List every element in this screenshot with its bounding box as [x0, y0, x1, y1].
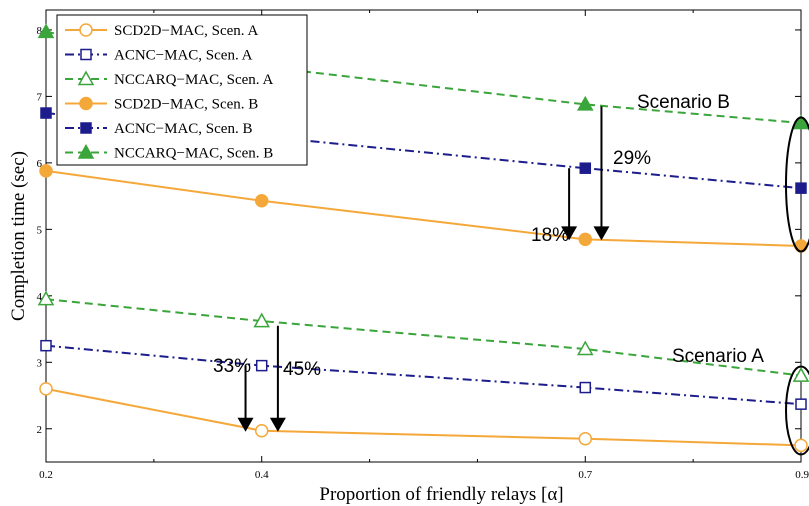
series-2	[37, 290, 809, 382]
y-axis-label: Completion time (sec)	[8, 151, 29, 321]
arrow-head	[237, 417, 254, 432]
x-tick-label: 0.9	[795, 469, 809, 481]
data-point	[39, 382, 53, 396]
legend-label: NCCARQ−MAC, Scen. A	[114, 72, 273, 88]
data-point	[795, 398, 807, 410]
data-point	[577, 95, 594, 111]
legend-marker	[77, 143, 95, 159]
legend-entry-2: NCCARQ−MAC, Scen. A	[65, 70, 273, 88]
data-point	[253, 312, 270, 328]
series-line	[45, 344, 802, 406]
data-point	[578, 232, 593, 247]
y-tick-label: 4	[37, 291, 43, 303]
y-tick-label: 5	[37, 224, 43, 236]
series-1	[40, 339, 807, 410]
legend-entry-3: SCD2D−MAC, Scen. B	[65, 97, 258, 113]
legend-box	[56, 14, 308, 166]
data-point	[255, 359, 268, 372]
legend-marker	[79, 23, 93, 37]
data-point	[795, 182, 807, 194]
legend-label: NCCARQ−MAC, Scen. B	[114, 146, 273, 162]
plot-frame	[45, 9, 802, 463]
y-tick-label: 8	[37, 25, 43, 37]
data-point	[40, 339, 52, 352]
legend-entry-1: ACNC−MAC, Scen. A	[65, 48, 253, 64]
data-point	[579, 162, 592, 174]
x-tick-label: 0.4	[255, 469, 269, 481]
legend-entry-0: SCD2D−MAC, Scen. A	[65, 23, 258, 39]
data-point	[37, 290, 55, 306]
arrow-45	[269, 325, 286, 432]
annotation-label: Scenario A	[672, 346, 764, 367]
series-line	[45, 387, 802, 447]
legend-entry-5: NCCARQ−MAC, Scen. B	[65, 143, 273, 162]
legend-label: ACNC−MAC, Scen. A	[114, 48, 253, 64]
annotation-label: 29%	[613, 148, 651, 169]
data-point	[40, 107, 52, 119]
legend-label: SCD2D−MAC, Scen. B	[114, 97, 258, 113]
arrow-head	[269, 417, 286, 432]
arrow-head	[593, 226, 610, 241]
annotation-label: 33%	[213, 356, 251, 377]
data-point	[794, 438, 808, 453]
arrow-18	[561, 168, 578, 241]
series-line	[45, 298, 802, 377]
scenario-b-ellipse	[785, 116, 809, 253]
data-point	[792, 114, 809, 130]
data-point	[254, 194, 269, 208]
data-point	[578, 431, 593, 446]
annotation-label: 18%	[531, 225, 569, 246]
scenario-a-ellipse	[785, 365, 809, 456]
series-line	[45, 169, 802, 247]
data-point	[577, 340, 594, 356]
data-point	[792, 367, 809, 382]
legend-entry-4: ACNC−MAC, Scen. B	[65, 121, 252, 137]
y-tick-label: 6	[37, 158, 43, 170]
data-point	[39, 164, 53, 178]
legend-label: ACNC−MAC, Scen. B	[114, 121, 252, 137]
arrow-29	[593, 106, 610, 241]
x-tick-label: 0.2	[39, 469, 53, 481]
series-0	[39, 382, 808, 453]
data-point	[37, 23, 55, 39]
legend-marker	[80, 122, 92, 134]
arrow-head	[561, 226, 578, 241]
y-tick-label: 2	[37, 424, 43, 436]
x-tick-label: 0.7	[578, 469, 592, 481]
legend-marker	[77, 70, 95, 86]
x-axis-label: Proportion of friendly relays [α]	[319, 484, 563, 505]
arrow-33	[237, 365, 254, 432]
y-tick-label: 7	[37, 91, 43, 103]
data-point	[579, 381, 592, 394]
legend-label: SCD2D−MAC, Scen. A	[114, 23, 258, 39]
legend-marker	[79, 96, 93, 111]
annotation-label: 45%	[283, 359, 321, 380]
y-tick-label: 3	[37, 357, 43, 369]
legend-marker	[80, 48, 92, 61]
annotation-label: Scenario B	[637, 92, 730, 113]
data-point	[254, 424, 269, 438]
